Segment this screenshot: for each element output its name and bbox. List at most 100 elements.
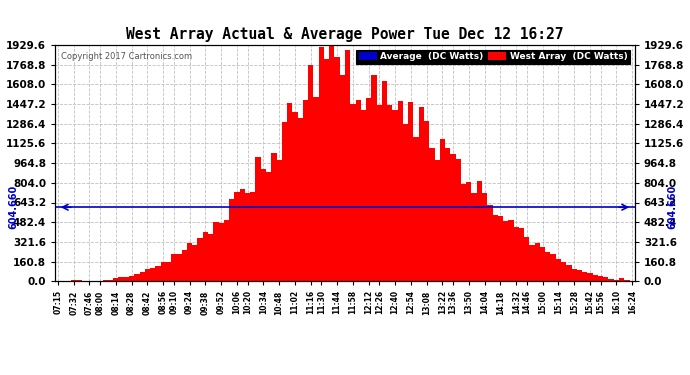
Bar [119,278,124,281]
Legend: Average  (DC Watts), West Array  (DC Watts): Average (DC Watts), West Array (DC Watts… [356,50,630,64]
Bar [619,278,624,281]
Bar [150,268,155,281]
Bar [197,237,203,281]
Bar [71,280,77,281]
Bar [477,182,482,281]
Bar [77,280,81,281]
Text: 604.660: 604.660 [8,185,19,230]
Bar [203,232,208,281]
Bar [351,104,355,281]
Bar [461,184,466,281]
Bar [371,75,377,281]
Bar [229,199,235,281]
Bar [145,268,150,281]
Bar [587,273,593,281]
Bar [487,205,493,281]
Bar [366,98,371,281]
Bar [271,153,277,281]
Bar [213,222,219,281]
Bar [471,193,477,281]
Bar [235,192,239,281]
Bar [135,274,139,281]
Text: Copyright 2017 Cartronics.com: Copyright 2017 Cartronics.com [61,52,192,61]
Bar [497,216,503,281]
Bar [555,259,561,281]
Bar [519,228,524,281]
Bar [382,81,387,281]
Bar [155,266,161,281]
Bar [482,193,487,281]
Bar [166,261,171,281]
Bar [287,104,293,281]
Text: 604.660: 604.660 [667,185,678,230]
Bar [297,118,303,281]
Bar [245,193,250,281]
Bar [108,280,113,281]
Bar [66,280,71,281]
Bar [282,122,287,281]
Bar [208,234,213,281]
Bar [524,237,529,281]
Bar [113,279,119,281]
Bar [545,252,551,281]
Bar [397,100,403,281]
Bar [451,154,455,281]
Bar [440,139,445,281]
Bar [603,277,609,281]
Bar [629,280,635,281]
Bar [124,277,129,281]
Bar [593,275,598,281]
Bar [361,110,366,281]
Bar [387,105,393,281]
Bar [493,215,497,281]
Bar [139,272,145,281]
Bar [455,159,461,281]
Bar [181,250,187,281]
Bar [571,268,577,281]
Bar [219,224,224,281]
Bar [103,280,108,281]
Bar [261,170,266,281]
Bar [466,182,471,281]
Bar [566,265,571,281]
Bar [503,221,509,281]
Bar [277,160,282,281]
Bar [339,75,345,281]
Bar [161,262,166,281]
Bar [187,243,193,281]
Bar [335,57,339,281]
Bar [250,192,255,281]
Title: West Array Actual & Average Power Tue Dec 12 16:27: West Array Actual & Average Power Tue De… [126,27,564,42]
Bar [239,189,245,281]
Bar [266,172,271,281]
Bar [324,59,329,281]
Bar [429,148,435,281]
Bar [413,137,419,281]
Bar [408,102,413,281]
Bar [319,46,324,281]
Bar [224,220,229,281]
Bar [329,45,335,281]
Bar [609,279,613,281]
Bar [308,64,313,281]
Bar [513,226,519,281]
Bar [193,245,197,281]
Bar [377,105,382,281]
Bar [303,100,308,281]
Bar [435,160,440,281]
Bar [529,245,535,281]
Bar [551,254,555,281]
Bar [445,148,451,281]
Bar [613,280,619,281]
Bar [535,243,540,281]
Bar [255,157,261,281]
Bar [577,270,582,281]
Bar [509,220,513,281]
Bar [624,280,629,281]
Bar [561,261,566,281]
Bar [171,255,177,281]
Bar [345,50,351,281]
Bar [540,247,545,281]
Bar [403,124,408,281]
Bar [177,254,181,281]
